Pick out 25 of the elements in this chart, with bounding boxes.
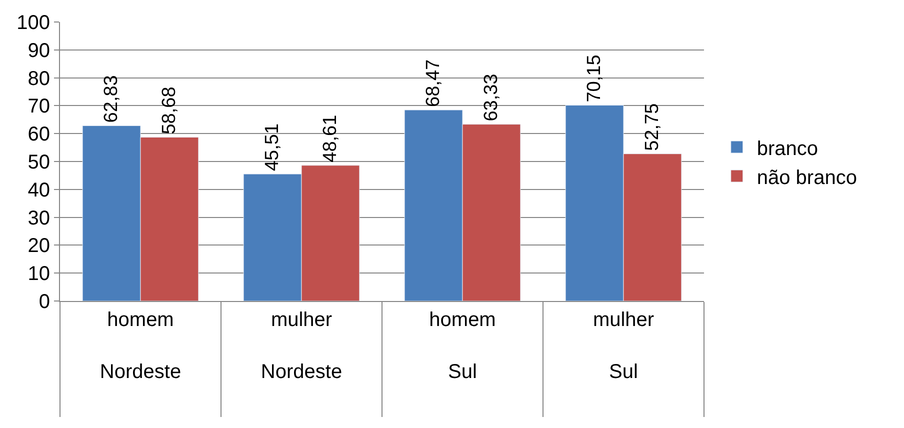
category-label: homem Nordeste — [100, 309, 182, 383]
y-tick-label: 20 — [28, 235, 50, 258]
data-label: 70,15 — [584, 54, 606, 102]
category-label: mulher Nordeste — [260, 309, 342, 383]
y-tick-label: 50 — [28, 152, 50, 174]
y-tick-label: 60 — [28, 124, 50, 146]
data-label: 68,47 — [423, 59, 444, 107]
legend-label: não branco — [756, 166, 857, 189]
y-tick-label: 100 — [16, 12, 50, 34]
category-label: mulher Sul — [592, 309, 654, 383]
data-label: 58,68 — [158, 86, 180, 134]
y-tick-label: 80 — [28, 68, 50, 90]
y-tick-label: 40 — [28, 179, 50, 202]
data-label: 45,51 — [262, 123, 284, 172]
y-tick-label: 0 — [38, 291, 50, 313]
y-tick-label: 90 — [28, 40, 50, 62]
legend-label: branco — [756, 138, 818, 160]
data-label: 62,83 — [101, 75, 122, 123]
data-label: 63,33 — [480, 74, 502, 122]
y-tick-label: 30 — [28, 207, 50, 230]
category-label: homem Sul — [429, 309, 496, 383]
y-tick-label: 10 — [28, 263, 50, 286]
data-label: 48,61 — [320, 114, 341, 162]
y-tick-label: 70 — [28, 96, 50, 118]
data-label: 52,75 — [642, 103, 663, 151]
